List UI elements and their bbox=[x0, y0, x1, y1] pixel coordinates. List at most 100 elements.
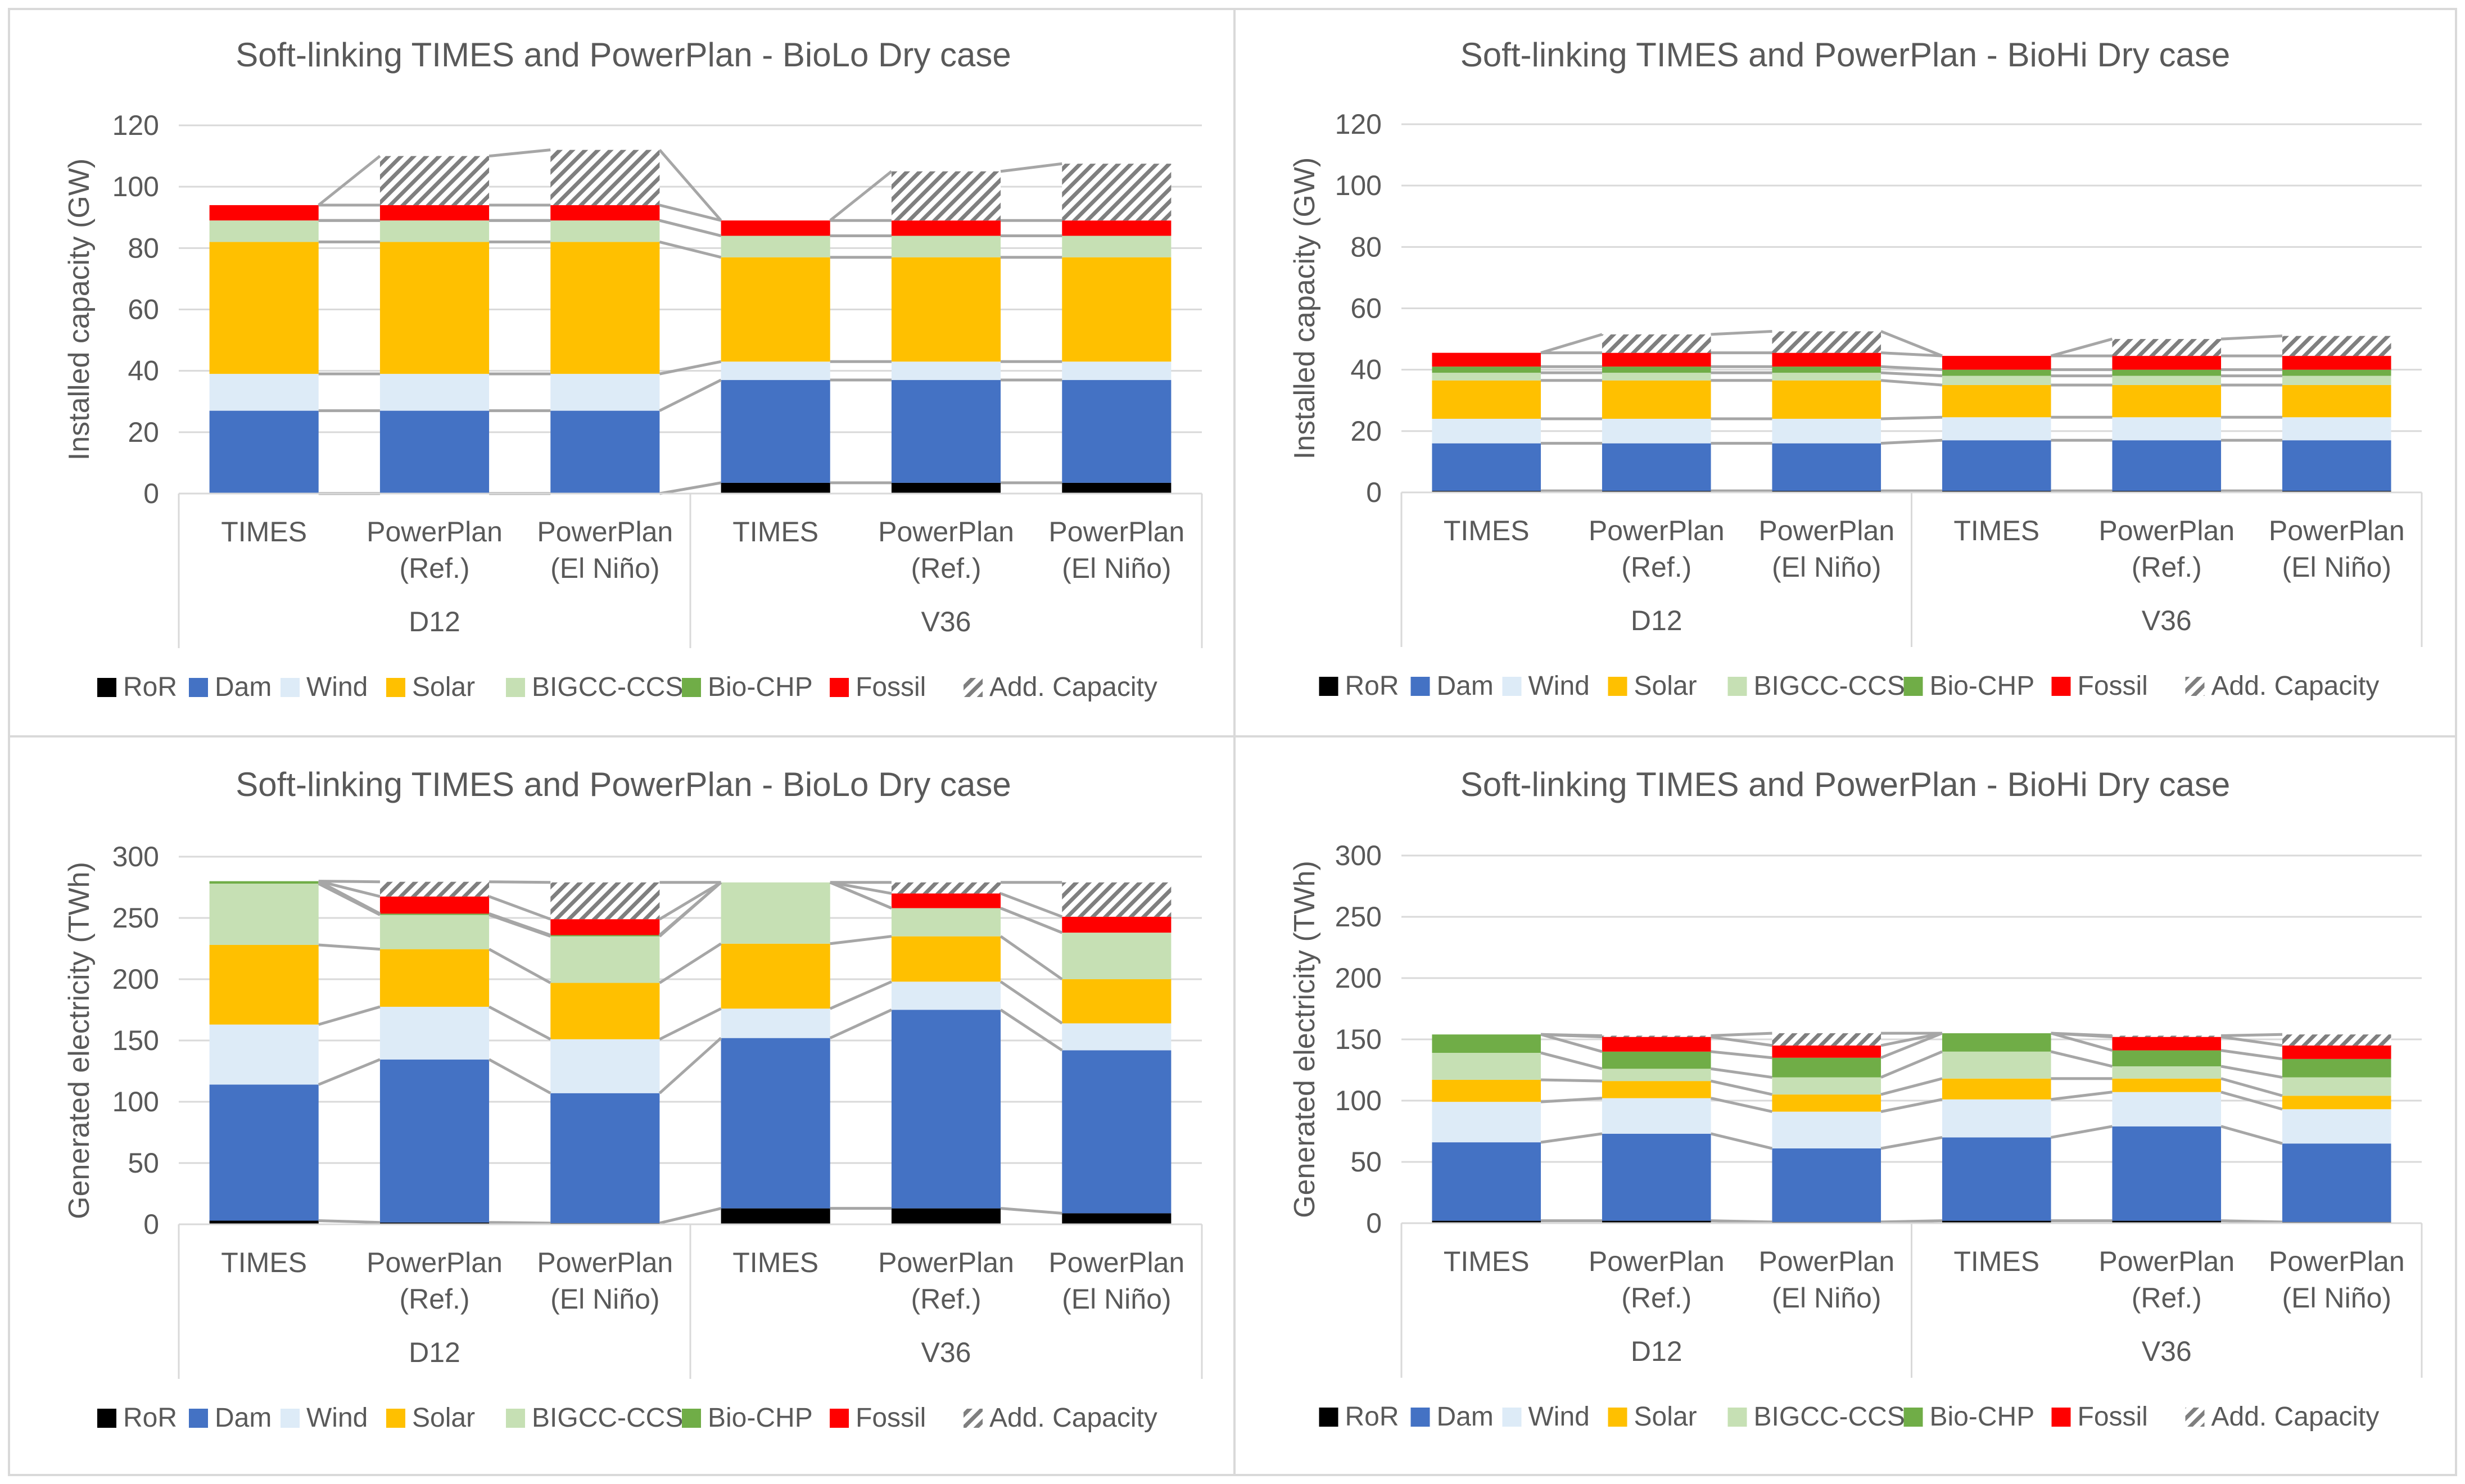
bar-solar bbox=[1602, 1081, 1711, 1098]
x-tick-label: PowerPlan bbox=[2269, 515, 2405, 546]
legend-swatch-bigcc-ccs bbox=[1727, 1408, 1747, 1427]
bar-fossil bbox=[1772, 352, 1881, 367]
y-tick-label: 0 bbox=[143, 1209, 159, 1240]
bar-add-capacity bbox=[2282, 336, 2391, 356]
series-line-add-capacity bbox=[829, 170, 893, 222]
y-tick-label: 60 bbox=[128, 294, 159, 325]
bar-ror bbox=[1432, 1220, 1541, 1223]
legend-swatch-wind bbox=[1502, 1408, 1522, 1427]
bar-wind bbox=[1432, 419, 1541, 444]
bar-bio-chp bbox=[2282, 369, 2391, 376]
series-line-bigcc-ccs bbox=[2220, 1065, 2283, 1079]
y-tick-label: 0 bbox=[1366, 477, 1382, 508]
series-line-bigcc-ccs bbox=[2050, 1050, 2113, 1068]
bar-add-capacity bbox=[379, 881, 490, 897]
bar-bigcc-ccs bbox=[721, 882, 830, 944]
x-tick-label: PowerPlan bbox=[878, 1247, 1014, 1278]
bar-solar bbox=[379, 242, 490, 374]
series-line-wind bbox=[488, 1005, 551, 1041]
x-tick-label: PowerPlan bbox=[1758, 1246, 1894, 1277]
bar-bigcc-ccs bbox=[2112, 375, 2222, 385]
series-line-add-capacity bbox=[2050, 337, 2113, 358]
legend-label-bio-chp: Bio-CHP bbox=[1930, 671, 2035, 701]
legend-swatch-add-capacity bbox=[2185, 1408, 2205, 1427]
bar-solar bbox=[2112, 384, 2222, 418]
series-line-bio-chp bbox=[318, 880, 381, 915]
bar-bigcc-ccs bbox=[209, 883, 319, 945]
bar-bigcc-ccs bbox=[1942, 375, 2051, 385]
series-line-bio-chp bbox=[2050, 1031, 2113, 1052]
series-line-add-capacity bbox=[2221, 1033, 2282, 1037]
bar-dam bbox=[2112, 440, 2222, 491]
legend-swatch-add-capacity bbox=[2185, 677, 2205, 696]
series-line-solar bbox=[488, 948, 551, 984]
series-line-wind bbox=[318, 1005, 381, 1026]
bar-fossil bbox=[891, 893, 1001, 908]
bar-dam bbox=[1942, 1137, 2051, 1221]
legend-swatch-dam bbox=[1410, 677, 1430, 696]
series-line-dam bbox=[1880, 438, 1943, 445]
series-line-add-capacity bbox=[1540, 1033, 1603, 1037]
y-tick-label: 50 bbox=[128, 1147, 159, 1179]
legend-swatch-bio-chp bbox=[1903, 1408, 1923, 1427]
legend-label-fossil: Fossil bbox=[856, 1403, 926, 1433]
group-label: D12 bbox=[409, 1337, 460, 1368]
bar-fossil bbox=[209, 205, 319, 221]
legend-label-solar: Solar bbox=[412, 1403, 475, 1433]
bar-bigcc-ccs bbox=[1602, 1069, 1711, 1082]
series-line-fossil bbox=[318, 880, 381, 898]
bar-dam bbox=[891, 1010, 1001, 1209]
bar-solar bbox=[2282, 384, 2391, 418]
y-tick-label: 40 bbox=[128, 355, 159, 387]
series-line-ror bbox=[1711, 1219, 1772, 1224]
legend-swatch-bigcc-ccs bbox=[1727, 677, 1747, 696]
bar-fossil bbox=[2282, 356, 2391, 370]
series-line-fossil bbox=[830, 881, 892, 895]
bar-add-capacity bbox=[1602, 1035, 1711, 1037]
series-line-bigcc-ccs bbox=[1880, 1050, 1943, 1079]
bar-solar bbox=[379, 949, 490, 1007]
bar-ror bbox=[1062, 1213, 1172, 1224]
x-tick-label: PowerPlan bbox=[1758, 515, 1894, 546]
x-tick-label: TIMES bbox=[1953, 515, 2039, 546]
bar-solar bbox=[2112, 1078, 2222, 1092]
legend-label-bio-chp: Bio-CHP bbox=[708, 1403, 813, 1433]
legend-label-bigcc-ccs: BIGCC-CCS bbox=[1754, 1402, 1905, 1432]
bar-dam bbox=[2112, 1126, 2222, 1221]
bar-solar bbox=[1062, 979, 1172, 1024]
bar-bigcc-ccs bbox=[379, 915, 490, 949]
legend-label-wind: Wind bbox=[1528, 671, 1590, 701]
legend-swatch-fossil bbox=[2051, 1408, 2071, 1427]
x-tick-label: TIMES bbox=[1444, 1246, 1530, 1277]
bar-ror bbox=[1062, 482, 1172, 494]
chart-installed-biolo: Soft-linking TIMES and PowerPlan - BioLo… bbox=[63, 36, 1203, 702]
y-tick-label: 80 bbox=[1350, 231, 1382, 263]
series-line-wind bbox=[1880, 415, 1943, 420]
bar-dam bbox=[1772, 1148, 1881, 1222]
x-tick-label: (El Niño) bbox=[550, 553, 659, 584]
bar-bio-chp bbox=[1772, 1057, 1881, 1078]
bar-ror bbox=[379, 1222, 490, 1224]
bar-ror bbox=[891, 1208, 1001, 1224]
bar-add-capacity bbox=[550, 150, 660, 205]
bar-fossil bbox=[1432, 352, 1541, 367]
legend-swatch-bio-chp bbox=[682, 678, 701, 697]
series-line-dam bbox=[1880, 1135, 1943, 1150]
group-label: V36 bbox=[2142, 1336, 2192, 1367]
legend-label-fossil: Fossil bbox=[2078, 1402, 2148, 1432]
legend-label-solar: Solar bbox=[1634, 1402, 1697, 1432]
x-tick-label: TIMES bbox=[732, 1247, 818, 1278]
legend-label-solar: Solar bbox=[1634, 671, 1697, 701]
series-line-solar bbox=[1540, 1078, 1603, 1083]
legend-label-add-capacity: Add. Capacity bbox=[2211, 671, 2380, 701]
bar-bio-chp bbox=[1602, 1051, 1711, 1069]
legend-swatch-fossil bbox=[830, 1409, 849, 1428]
bar-dam bbox=[1602, 1133, 1711, 1221]
group-label: V36 bbox=[921, 606, 971, 637]
legend-swatch-dam bbox=[189, 678, 208, 697]
x-tick-label: PowerPlan bbox=[878, 516, 1014, 548]
chart-generated-biohi: Soft-linking TIMES and PowerPlan - BioHi… bbox=[1288, 766, 2423, 1432]
x-tick-label: PowerPlan bbox=[2098, 1246, 2235, 1277]
x-tick-label: TIMES bbox=[221, 1247, 307, 1278]
legend-swatch-ror bbox=[1319, 1408, 1338, 1427]
